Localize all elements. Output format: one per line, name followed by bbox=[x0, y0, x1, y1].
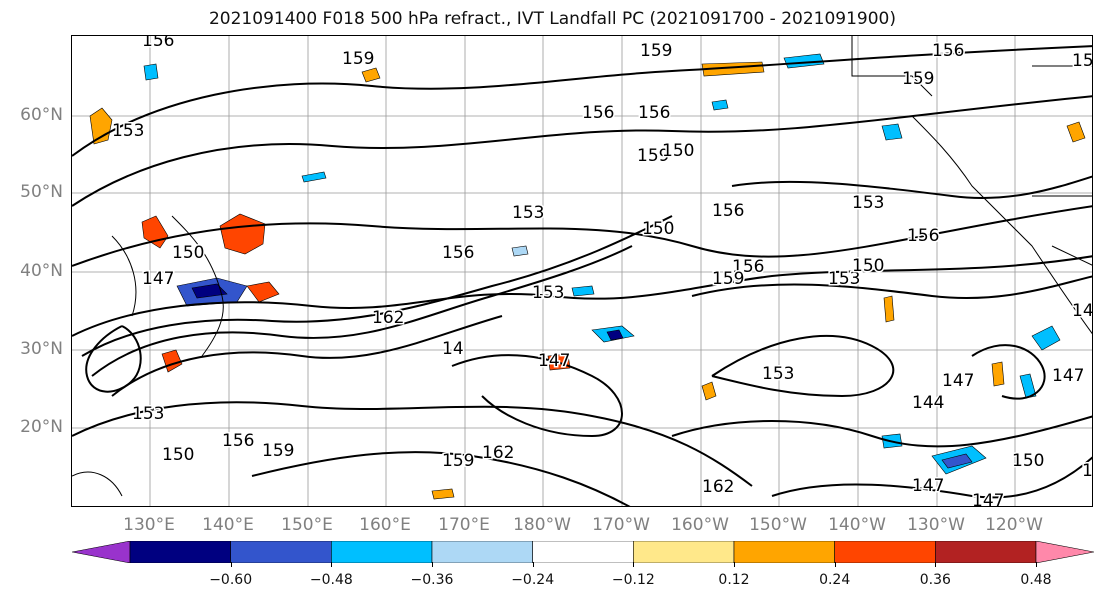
contour-label: 153 bbox=[512, 203, 544, 223]
contour-label: 159 bbox=[262, 441, 294, 461]
colorbar-tickmark bbox=[331, 562, 333, 567]
longitude-label: 160°W bbox=[671, 515, 729, 535]
longitude-label: 130°W bbox=[907, 515, 965, 535]
colorbar-tick-label: 0.48 bbox=[1020, 572, 1052, 588]
contour-label: 156 bbox=[907, 226, 939, 246]
colorbar-tick-label: −0.36 bbox=[410, 572, 454, 588]
contour-label: 159 bbox=[640, 41, 672, 61]
colorbar-tickmark bbox=[834, 562, 836, 567]
contour-label: 159 bbox=[442, 451, 474, 471]
colorbar-tick-label: −0.48 bbox=[309, 572, 353, 588]
colorbar-segment bbox=[633, 541, 735, 563]
contour-label: 150 bbox=[852, 256, 884, 276]
contour-label: 156 bbox=[712, 201, 744, 221]
colorbar-segment bbox=[331, 541, 433, 563]
latitude-label: 60°N bbox=[20, 105, 63, 125]
contour-label: 150 bbox=[162, 445, 194, 465]
contour-label: 153 bbox=[852, 193, 884, 213]
contour-label: 162 bbox=[702, 477, 734, 497]
colorbar-tickmark bbox=[432, 562, 433, 567]
longitude-label: 140°W bbox=[828, 515, 886, 535]
contour-label: 147 bbox=[942, 371, 974, 391]
contour-label: 14 bbox=[442, 339, 464, 359]
colorbar-tick-label: −0.12 bbox=[611, 572, 655, 588]
map-panel: 156 159 153 159 156 159 156 159 156 153 153 156 150 1… bbox=[71, 35, 1093, 507]
contour-label: 150 bbox=[1012, 451, 1044, 471]
contour-label: 156 bbox=[222, 431, 254, 451]
contour-label: 156 bbox=[732, 257, 764, 277]
colorbar-tickmark bbox=[633, 562, 635, 567]
colorbar-tickmark bbox=[532, 562, 534, 567]
colorbar-tick-label: −0.60 bbox=[209, 572, 253, 588]
colorbar-segment bbox=[230, 541, 332, 563]
anomaly-patches bbox=[89, 53, 1086, 500]
longitude-label: 120°W bbox=[985, 515, 1043, 535]
contour-label: 156 bbox=[442, 243, 474, 263]
contour-label: 162 bbox=[482, 443, 514, 463]
contour-label: 144 bbox=[912, 393, 944, 413]
contour-label: 150 bbox=[642, 219, 674, 239]
colorbar-tickmark bbox=[230, 562, 232, 567]
latitude-label: 20°N bbox=[20, 417, 63, 437]
contour-label: 153 bbox=[532, 283, 564, 303]
contour-label: 156 bbox=[932, 41, 964, 61]
contour-label: 156 bbox=[638, 103, 670, 123]
contour-label: 147 bbox=[1052, 366, 1084, 386]
longitude-label: 160°E bbox=[359, 515, 411, 535]
contour-label: 153 bbox=[132, 404, 164, 424]
latitude-label: 50°N bbox=[20, 182, 63, 202]
contour-label: 159 bbox=[902, 69, 934, 89]
colorbar-tickmark bbox=[1036, 562, 1037, 567]
longitude-label: 170°W bbox=[592, 515, 650, 535]
longitude-label: 150°E bbox=[281, 515, 333, 535]
longitude-label: 180°W bbox=[513, 515, 571, 535]
colorbar-segment bbox=[834, 541, 936, 563]
colorbar bbox=[72, 541, 1094, 563]
colorbar-tick-label: −0.24 bbox=[511, 572, 555, 588]
contour-label: 153 bbox=[1072, 51, 1093, 71]
contour-label: 147 bbox=[972, 491, 1004, 507]
longitude-label: 150°W bbox=[749, 515, 807, 535]
contour-label: 156 bbox=[142, 36, 174, 51]
colorbar-tick-label: 0.36 bbox=[919, 572, 951, 588]
contour-label: 153 bbox=[828, 269, 860, 289]
colorbar-tickmark bbox=[734, 562, 735, 567]
longitude-label: 170°E bbox=[438, 515, 490, 535]
longitude-label: 130°E bbox=[123, 515, 175, 535]
colorbar-segment bbox=[733, 541, 835, 563]
contour-label: 150 bbox=[172, 243, 204, 263]
contour-label: 159 bbox=[637, 146, 669, 166]
colorbar-extend-low bbox=[72, 541, 131, 563]
contour-label: 162 bbox=[372, 308, 404, 328]
contour-label: 159 bbox=[712, 269, 744, 289]
colorbar-tick-label: 0.12 bbox=[718, 572, 750, 588]
contour-label: 147 bbox=[912, 476, 944, 496]
geopotential-contours bbox=[72, 45, 1092, 506]
contour-label: 156 bbox=[582, 103, 614, 123]
colorbar-extend-high bbox=[1035, 541, 1094, 563]
colorbar-segment bbox=[935, 541, 1037, 563]
colorbar-tickmark bbox=[935, 562, 937, 567]
colorbar-segment bbox=[431, 541, 533, 563]
latitude-label: 40°N bbox=[20, 261, 63, 281]
coastlines bbox=[72, 36, 1092, 497]
contour-label: 150 bbox=[662, 141, 694, 161]
contour-label: 147 bbox=[142, 269, 174, 289]
contour-label: 153 bbox=[112, 121, 144, 141]
colorbar-segment bbox=[532, 541, 634, 563]
longitude-label: 140°E bbox=[202, 515, 254, 535]
latitude-label: 30°N bbox=[20, 339, 63, 359]
contour-label: 159 bbox=[342, 49, 374, 69]
colorbar-tick-label: 0.24 bbox=[819, 572, 851, 588]
colorbar-segment bbox=[129, 541, 231, 563]
contour-label: 153 bbox=[762, 364, 794, 384]
chart-title: 2021091400 F018 500 hPa refract., IVT La… bbox=[208, 9, 896, 29]
contour-label: 156 bbox=[1082, 461, 1093, 481]
contour-label: 147 bbox=[1072, 301, 1093, 321]
contour-label: 147 bbox=[538, 351, 570, 371]
